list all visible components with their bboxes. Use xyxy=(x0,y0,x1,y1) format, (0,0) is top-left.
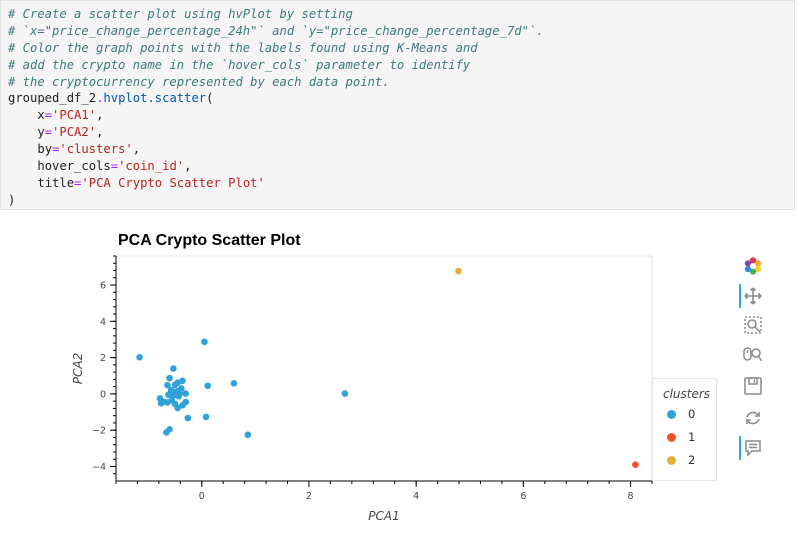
code-comment-line: # `x="price_change_percentage_24h"` and … xyxy=(8,23,544,38)
x-tick-label: 6 xyxy=(520,491,526,502)
legend-label: 2 xyxy=(688,453,696,467)
data-point-cluster-0 xyxy=(166,374,173,382)
code-object: grouped_df_2 xyxy=(8,91,97,106)
bokeh-logo-icon[interactable] xyxy=(739,254,767,278)
code-arg-line: hover_cols='coin_id', xyxy=(37,159,192,174)
plot-toolbar xyxy=(735,252,775,472)
code-comment-line: # add the crypto name in the `hover_cols… xyxy=(8,57,471,72)
legend-item-1[interactable]: 1 xyxy=(667,429,695,445)
y-tick-label: 4 xyxy=(100,317,106,328)
code-arg-line: title='PCA Crypto Scatter Plot' xyxy=(37,175,265,190)
plot-title: PCA Crypto Scatter Plot xyxy=(118,232,301,249)
x-axis-title: PCA1 xyxy=(368,509,399,523)
legend-marker xyxy=(667,455,676,465)
hover-icon[interactable] xyxy=(739,436,767,460)
reset-icon[interactable] xyxy=(739,406,767,430)
legend-item-2[interactable]: 2 xyxy=(667,452,695,468)
data-point-cluster-0 xyxy=(136,353,143,361)
code-close-line: ) xyxy=(8,192,16,207)
data-point-cluster-0 xyxy=(204,382,211,390)
code-arg-name: by xyxy=(37,142,53,157)
code-method: hvplot.scatter xyxy=(103,91,207,106)
data-point-cluster-0 xyxy=(179,377,186,385)
code-arg-name: hover_cols xyxy=(37,159,111,174)
data-point-cluster-0 xyxy=(157,400,165,407)
data-point-cluster-2 xyxy=(455,267,462,275)
data-point-cluster-0 xyxy=(202,413,210,421)
code-arg-name: x xyxy=(37,108,45,123)
data-point-cluster-0 xyxy=(163,429,170,436)
data-point-cluster-0 xyxy=(171,381,179,389)
code-arg-name: y xyxy=(37,125,45,140)
code-arg-value: 'coin_id' xyxy=(118,159,185,174)
data-point-cluster-0 xyxy=(244,431,252,439)
wheel-zoom-icon[interactable] xyxy=(739,343,767,367)
code-comment-line: # Create a scatter plot using hvPlot by … xyxy=(8,7,353,21)
legend-label: 1 xyxy=(688,430,696,444)
code-arg-value: 'PCA Crypto Scatter Plot' xyxy=(81,175,265,190)
code-arg-value: 'PCA1' xyxy=(52,108,97,123)
code-arg-line: y='PCA2', xyxy=(37,125,104,140)
y-tick-label: −4 xyxy=(92,462,106,473)
save-icon[interactable] xyxy=(739,374,767,398)
data-point-cluster-0 xyxy=(175,392,183,400)
code-arg-value: 'clusters' xyxy=(59,142,133,157)
x-tick-label: 0 xyxy=(199,491,205,502)
box-zoom-icon[interactable] xyxy=(739,313,767,337)
y-tick-label: 0 xyxy=(100,389,106,400)
y-axis-title: PCA2 xyxy=(71,353,85,384)
data-point-cluster-1 xyxy=(632,461,639,468)
legend-item-0[interactable]: 0 xyxy=(667,406,695,422)
data-point-cluster-0 xyxy=(164,381,171,389)
data-point-cluster-0 xyxy=(230,380,238,387)
data-point-cluster-0 xyxy=(184,414,192,422)
code-comment-line: # Color the graph points with the labels… xyxy=(8,40,478,55)
y-tick-label: −2 xyxy=(92,426,106,437)
data-point-cluster-0 xyxy=(174,404,181,412)
legend-marker xyxy=(667,409,676,419)
x-tick-label: 4 xyxy=(413,491,419,502)
pan-icon[interactable] xyxy=(739,284,767,308)
y-tick-label: 6 xyxy=(100,281,106,292)
legend: clusters 0 1 2 xyxy=(652,378,717,481)
legend-label: 0 xyxy=(688,407,696,421)
code-comment-line: # the cryptocurrency represented by each… xyxy=(8,74,390,89)
y-tick-label: 2 xyxy=(100,353,106,364)
legend-marker xyxy=(667,432,676,442)
code-arg-name: title xyxy=(37,175,75,190)
data-point-cluster-0 xyxy=(170,365,177,372)
code-arg-value: 'PCA2' xyxy=(52,125,97,140)
code-call-line: grouped_df_2.hvplot.scatter( xyxy=(8,91,214,106)
x-tick-label: 2 xyxy=(306,491,312,502)
code-open-paren: ( xyxy=(206,91,214,106)
data-point-cluster-0 xyxy=(182,398,189,406)
data-point-cluster-0 xyxy=(182,390,189,397)
x-tick-label: 8 xyxy=(628,491,634,502)
plot-frame xyxy=(115,255,653,482)
data-point-cluster-0 xyxy=(201,338,208,346)
legend-title: clusters xyxy=(663,387,711,401)
code-arg-line: x='PCA1', xyxy=(37,108,104,123)
code-editor[interactable]: # Create a scatter plot using hvPlot by … xyxy=(8,6,544,209)
code-cell[interactable]: # Create a scatter plot using hvPlot by … xyxy=(0,0,795,210)
code-arg-line: by='clusters', xyxy=(37,142,141,157)
data-point-cluster-0 xyxy=(341,390,349,397)
